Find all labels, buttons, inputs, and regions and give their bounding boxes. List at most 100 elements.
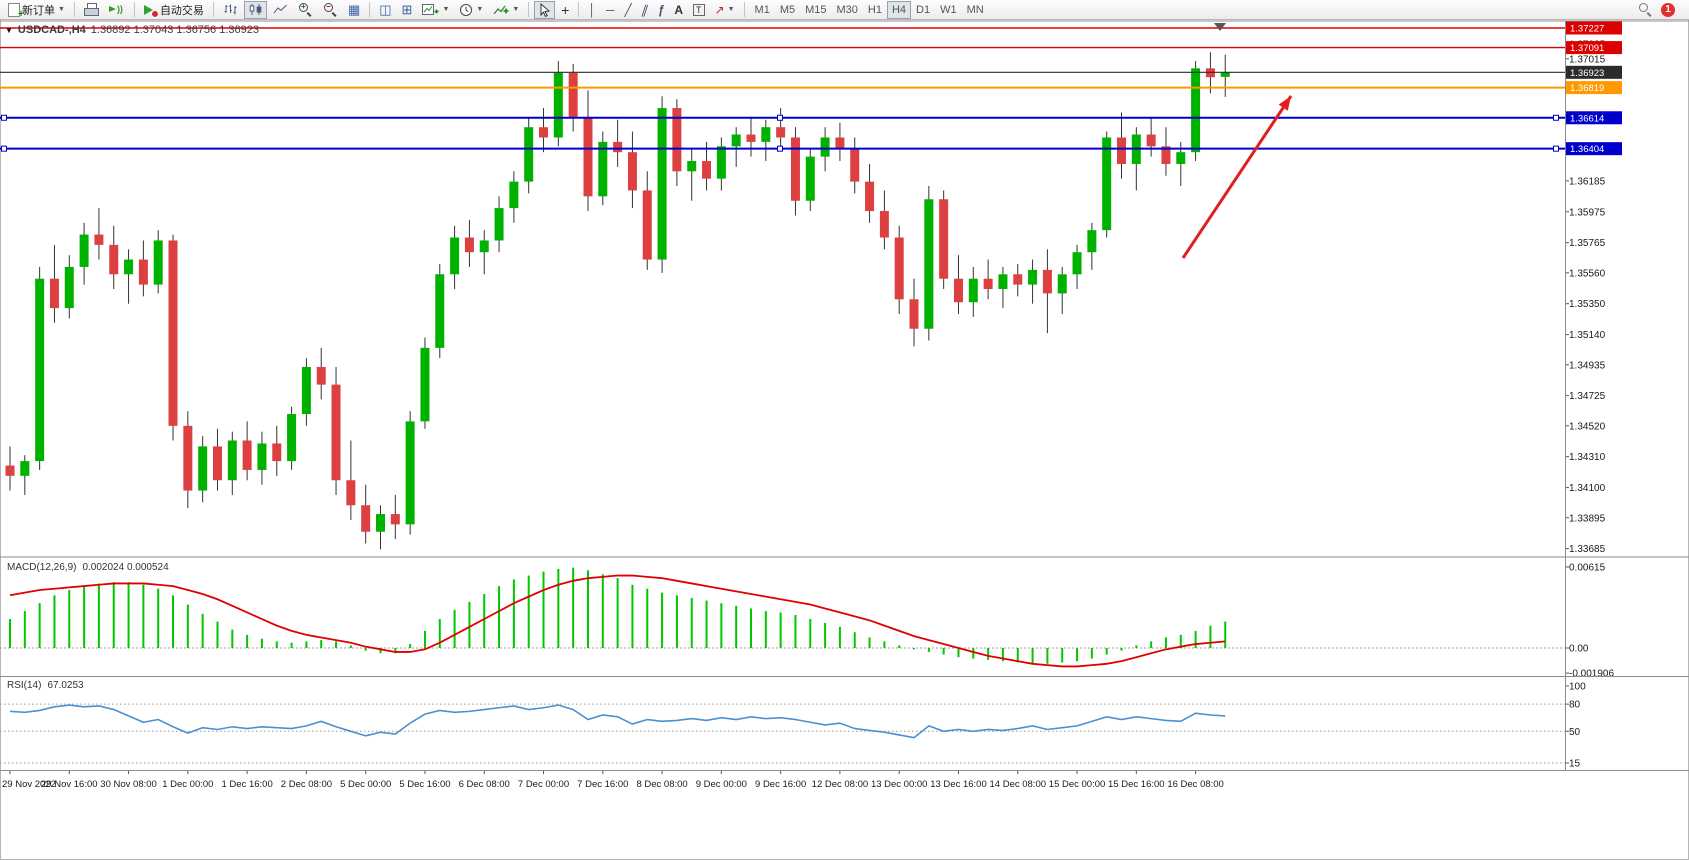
cursor-tool-button[interactable]: [534, 0, 556, 19]
svg-text:1.36404: 1.36404: [1570, 144, 1604, 155]
price-tick-label: 1.34100: [1569, 483, 1606, 494]
macd-axis-label: 0.00615: [1569, 562, 1606, 573]
macd-pane: 0.00615 0.00 -0.001906: [0, 562, 1614, 680]
price-axis: 1.372251.370151.361851.359751.357651.355…: [1565, 21, 1622, 555]
rsi-pane-label: RSI(14) 67.0253: [7, 680, 84, 691]
price-tick-label: 1.33895: [1569, 513, 1606, 524]
zoom-in-button[interactable]: +: [294, 1, 317, 19]
cascade-windows-button[interactable]: ◫: [375, 1, 395, 19]
time-tick-label: 9 Dec 00:00: [696, 779, 747, 790]
candles-layer: [5, 52, 1230, 550]
price-tick-label: 1.37015: [1569, 54, 1606, 65]
new-chart-icon: [422, 4, 439, 15]
timeframe-buttons: M1 M5 M15 M30 H1 H4 D1 W1 MN: [750, 0, 989, 19]
time-tick-label: 1 Dec 16:00: [222, 779, 273, 790]
new-chart-button[interactable]: ▼: [418, 1, 453, 19]
hline-objects[interactable]: [0, 27, 1565, 152]
chevron-down-icon: ▼: [58, 6, 65, 13]
notification-badge[interactable]: 1: [1661, 2, 1675, 17]
time-tick-label: 13 Dec 00:00: [871, 779, 928, 790]
price-line-label: [1566, 111, 1622, 125]
print-icon: [83, 3, 99, 16]
hline-handle[interactable]: [777, 145, 783, 152]
autotrading-button[interactable]: 自动交易: [140, 1, 208, 19]
line-chart-mode-button[interactable]: [269, 1, 292, 19]
indicators-button[interactable]: ▼: [489, 1, 523, 19]
timeframe-button-W1[interactable]: W1: [935, 1, 962, 19]
hline-handle[interactable]: [1553, 114, 1559, 121]
macd-name: MACD(12,26,9): [7, 562, 77, 573]
hline-handle[interactable]: [1553, 145, 1559, 152]
rsi-pane: 100 80 50 15: [0, 682, 1586, 770]
svg-text:1.36923: 1.36923: [1570, 68, 1604, 79]
trendline-icon: ╱: [624, 2, 632, 17]
price-tick-label: 1.35765: [1569, 238, 1606, 249]
rsi-axis-label: 50: [1569, 727, 1581, 738]
period-button[interactable]: ▼: [455, 1, 487, 19]
candlestick-mode-button[interactable]: [243, 0, 267, 19]
arrows-tool-button[interactable]: ↗ ▼: [711, 1, 739, 19]
chevron-down-icon: ▼: [727, 6, 735, 13]
price-tick-label: 1.34520: [1569, 421, 1606, 432]
time-tick-label: 13 Dec 16:00: [930, 779, 987, 790]
hline-handle[interactable]: [777, 114, 783, 121]
time-tick-label: 1 Dec 00:00: [162, 779, 213, 790]
fibonacci-icon: ƒ: [657, 2, 665, 17]
vertical-line-tool-button[interactable]: │: [584, 1, 600, 19]
chevron-down-icon: ▼: [512, 6, 520, 13]
rsi-axis-label: 100: [1569, 682, 1586, 693]
hline-handle[interactable]: [1, 145, 7, 152]
timeframe-button-H1[interactable]: H1: [863, 1, 887, 19]
horizontal-line-tool-button[interactable]: ─: [602, 1, 619, 19]
channel-tool-button[interactable]: ∥: [638, 1, 652, 19]
time-tick-label: 6 Dec 08:00: [459, 779, 510, 790]
price-line-label: [1566, 41, 1622, 55]
price-tick-label: 1.35975: [1569, 207, 1606, 218]
trendline-tool-button[interactable]: ╱: [620, 1, 635, 19]
timeframe-button-M5[interactable]: M5: [775, 1, 800, 19]
crosshair-icon: +: [561, 1, 570, 18]
zoom-out-button[interactable]: −: [319, 1, 342, 19]
timeframe-button-H4[interactable]: H4: [886, 0, 912, 19]
crosshair-tool-button[interactable]: +: [557, 1, 573, 19]
text-icon: A: [674, 2, 684, 17]
time-tick-label: 29 Nov 16:00: [41, 779, 98, 790]
price-tick-label: 1.34725: [1569, 391, 1606, 402]
print-button[interactable]: [80, 1, 103, 19]
horizontal-line-icon: ─: [605, 2, 615, 17]
announcement-button[interactable]: [105, 1, 129, 19]
price-line-label: [1566, 142, 1622, 156]
line-chart-icon: [273, 4, 287, 14]
timeframe-button-MN[interactable]: MN: [962, 1, 989, 19]
arrow-annotation[interactable]: [1181, 93, 1296, 259]
timeframe-button-M1[interactable]: M1: [750, 1, 775, 19]
label-tool-button[interactable]: T: [689, 1, 709, 19]
autotrading-icon: [143, 4, 159, 18]
timeframe-button-M30[interactable]: M30: [832, 1, 863, 19]
svg-text:1.36614: 1.36614: [1570, 113, 1604, 124]
tile-horizontal-button[interactable]: ⊞: [398, 1, 417, 19]
timeframe-button-D1[interactable]: D1: [911, 1, 935, 19]
rsi-axis-label: 15: [1569, 759, 1581, 770]
pane-borders: [0, 20, 1689, 771]
text-tool-button[interactable]: A: [670, 1, 687, 19]
bar-chart-mode-button[interactable]: [219, 1, 242, 19]
timeframe-button-M15[interactable]: M15: [800, 1, 831, 19]
chart-shift-marker[interactable]: [1214, 23, 1226, 31]
chart-ohlc-values: 1.36892 1.37043 1.36756 1.36923: [90, 24, 259, 36]
hline-handle[interactable]: [1, 114, 7, 121]
channel-icon: ∥: [639, 2, 650, 17]
tile-windows-button[interactable]: ▦: [344, 1, 364, 19]
megaphone-icon: [108, 3, 125, 16]
price-tick-label: 1.34310: [1569, 452, 1606, 463]
search-icon[interactable]: [1638, 2, 1653, 17]
macd-values: 0.002024 0.000524: [82, 562, 169, 573]
price-tick-label: 1.34935: [1569, 360, 1606, 371]
one-click-trading-toggle[interactable]: ▼: [5, 25, 13, 35]
fibonacci-tool-button[interactable]: ƒ: [654, 1, 669, 19]
separator: [528, 2, 530, 17]
new-order-button[interactable]: 新订单 ▼: [4, 1, 69, 20]
cursor-icon: [540, 2, 551, 17]
chevron-down-icon: ▼: [442, 6, 450, 13]
